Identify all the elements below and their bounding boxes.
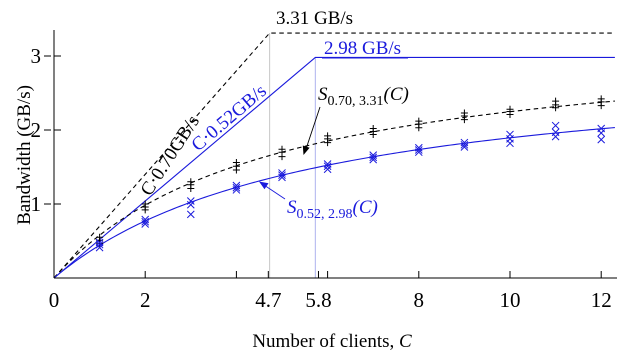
x-marker (460, 140, 469, 149)
plus-marker (232, 159, 240, 167)
saturation-curve (53, 127, 615, 279)
blue-rate-label: C·0.52GB/s (188, 81, 271, 156)
plus-marker (324, 132, 332, 140)
plus-marker (415, 117, 423, 125)
plus-marker (460, 109, 468, 117)
x-marker (278, 171, 286, 179)
model-lines (53, 32, 615, 279)
s-blue-arrowhead (259, 181, 269, 190)
x-marker (597, 124, 606, 133)
y-axis-title: Bandwidth (GB/s) (14, 85, 35, 225)
x-marker (323, 160, 332, 168)
plus-marker (141, 200, 149, 208)
s-blue-arrow (263, 184, 286, 200)
s-black-label: S0.70, 3.31(C) (318, 84, 409, 109)
y-tick-label: 2 (31, 118, 42, 142)
x-marker (414, 143, 423, 152)
x-tick-label: 5.8 (305, 288, 331, 312)
plus-marker (278, 145, 286, 153)
x-marker (551, 128, 560, 137)
x-tick-label: 0 (49, 288, 60, 312)
x-marker (506, 130, 514, 139)
x-marker (141, 215, 150, 224)
x-marker (232, 181, 241, 190)
guide-lines (269, 33, 316, 278)
x-marker (95, 238, 104, 247)
x-marker (460, 138, 469, 147)
s-black-arrowhead (302, 145, 310, 155)
x-tick-label: 8 (414, 288, 425, 312)
x-tick-label: 4.7 (255, 288, 281, 312)
x-marker (186, 197, 195, 205)
x-tick-label: 10 (500, 288, 521, 312)
bound-line (53, 56, 615, 279)
plus-marker (506, 105, 514, 113)
x-marker (186, 200, 195, 209)
s-black-arrow (305, 106, 321, 150)
data-points (95, 95, 606, 252)
axes (53, 30, 617, 279)
bound-line (53, 32, 615, 279)
x-marker (414, 146, 423, 154)
plus-marker (187, 178, 195, 186)
black-rate-label: C·0.70GB/s (137, 112, 204, 200)
blue-peak-label: 2.98 GB/s (324, 38, 401, 59)
x-marker (323, 162, 332, 171)
x-marker (95, 240, 104, 249)
x-marker (551, 121, 560, 130)
plus-marker (552, 97, 560, 105)
plus-marker (369, 125, 377, 133)
y-tick-label: 1 (31, 192, 42, 216)
x-marker (369, 153, 378, 162)
plus-marker (96, 233, 104, 241)
x-marker (186, 210, 195, 219)
x-tick-label: 12 (591, 288, 612, 312)
saturation-curve (53, 100, 615, 279)
plus-marker (597, 95, 605, 103)
x-marker (278, 169, 286, 177)
x-marker (232, 183, 241, 192)
s-blue-label: S0.52, 2.98(C) (287, 197, 378, 222)
x-tick-label: 2 (140, 288, 151, 312)
x-marker (369, 151, 378, 160)
x-marker (597, 135, 606, 144)
x-axis-title: Number of clients, C (252, 331, 412, 352)
black-peak-label: 3.31 GB/s (276, 8, 353, 29)
y-tick-label: 3 (31, 44, 42, 68)
x-marker (141, 217, 150, 226)
